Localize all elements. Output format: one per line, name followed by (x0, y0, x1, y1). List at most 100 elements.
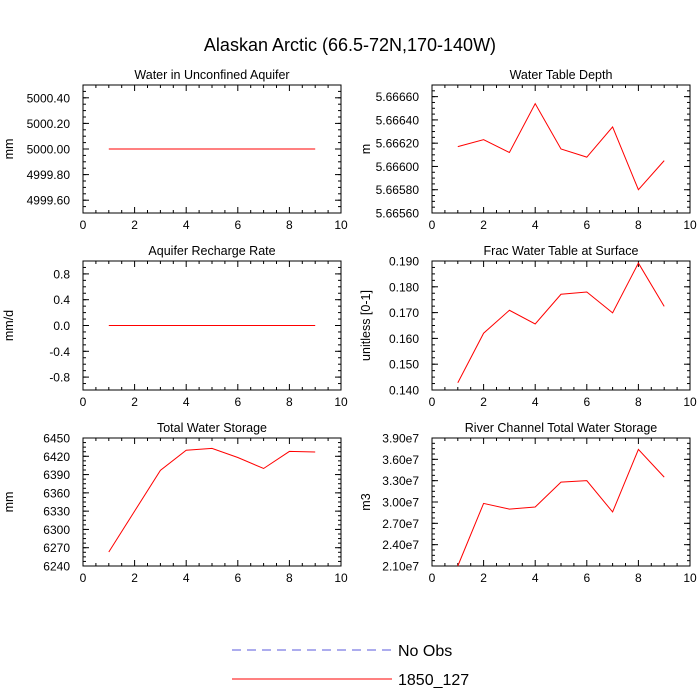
x-tick-label: 10 (683, 571, 697, 585)
y-tick-label: 6240 (43, 560, 70, 574)
panel-water-table-depth: Water Table Depth m 0 2 4 6 8 10 5.66560 5.66580 5… (359, 68, 697, 232)
panels: Water in Unconfined Aquifer mm 0 2 4 6 8 10 4999… (2, 68, 697, 585)
y-tick-label: 5000.00 (27, 143, 71, 157)
y-tick-label: 0.140 (389, 384, 419, 398)
x-tick-label: 2 (131, 395, 138, 409)
panel-title: Water in Unconfined Aquifer (134, 68, 289, 82)
panel-total-water-storage: Total Water Storage mm 0 2 4 6 8 10 6240 6270 6300… (2, 421, 348, 585)
plot-frame (431, 260, 691, 391)
panel-title: Frac Water Table at Surface (484, 244, 639, 258)
x-tick-label: 8 (286, 218, 293, 232)
panel-river-channel-total-water-storage: River Channel Total Water Storage m3 0 2 4 6 8… (359, 421, 697, 585)
x-tick-label: 2 (131, 218, 138, 232)
x-tick-label: 6 (234, 218, 241, 232)
y-tick-label: 0.150 (389, 358, 419, 372)
x-tick-label: 2 (480, 395, 487, 409)
y-tick-label: 5000.40 (27, 91, 71, 105)
x-tick-label: 6 (583, 395, 590, 409)
y-tick-label: 6390 (43, 468, 70, 482)
y-tick-label: 3.00e7 (382, 496, 419, 510)
y-tick-label: -0.8 (49, 371, 70, 385)
figure-title: Alaskan Arctic (66.5-72N,170-140W) (204, 35, 496, 55)
y-tick-label: 4999.60 (27, 194, 71, 208)
y-axis-label: mm (2, 139, 16, 160)
x-tick-label: 8 (635, 218, 642, 232)
y-tick-label: 3.90e7 (382, 432, 419, 446)
y-tick-label: 2.10e7 (382, 560, 419, 574)
panel-title: Aquifer Recharge Rate (148, 244, 275, 258)
legend: No Obs 1850_127 (232, 643, 469, 689)
y-tick-label: 5.66600 (376, 160, 420, 174)
x-tick-label: 10 (683, 395, 697, 409)
y-tick-label: 5.66620 (376, 137, 420, 151)
series-line-1850-127 (457, 448, 665, 567)
y-tick-label: 6450 (43, 432, 70, 446)
y-tick-label: 5000.20 (27, 117, 71, 131)
x-tick-label: 10 (334, 571, 348, 585)
y-tick-label: 5.66640 (376, 113, 420, 127)
x-tick-label: 8 (286, 395, 293, 409)
y-tick-label: 5.66580 (376, 183, 420, 197)
panel-aquifer-recharge-rate: Aquifer Recharge Rate mm/d 0 2 4 6 8 10 -0.8 -0.4… (2, 244, 348, 409)
x-tick-label: 10 (683, 218, 697, 232)
y-tick-label: 0.8 (53, 267, 70, 281)
series-line-1850-127 (457, 262, 665, 384)
x-tick-label: 2 (480, 571, 487, 585)
panel-title: River Channel Total Water Storage (465, 421, 658, 435)
x-tick-label: 2 (480, 218, 487, 232)
x-tick-label: 0 (429, 571, 436, 585)
x-tick-label: 2 (131, 571, 138, 585)
y-axis-label: mm (2, 492, 16, 513)
legend-label-1850-127: 1850_127 (398, 672, 469, 689)
x-tick-label: 6 (234, 571, 241, 585)
panel-frac-water-table-at-surface: Frac Water Table at Surface unitless [0-1… (359, 244, 697, 409)
panel-title: Water Table Depth (510, 68, 613, 82)
x-tick-label: 4 (183, 395, 190, 409)
y-axis-label: mm/d (2, 310, 16, 341)
plot-frame (431, 437, 691, 567)
legend-label-no-obs: No Obs (398, 643, 452, 660)
y-tick-label: 6270 (43, 541, 70, 555)
series-line-1850-127 (108, 447, 316, 553)
y-axis-label: m (359, 144, 373, 154)
plot-frame (82, 437, 342, 567)
y-tick-label: 6360 (43, 486, 70, 500)
panel-title: Total Water Storage (157, 421, 267, 435)
x-tick-label: 6 (234, 395, 241, 409)
y-tick-label: 2.70e7 (382, 517, 419, 531)
x-tick-label: 0 (429, 395, 436, 409)
y-tick-label: -0.4 (49, 345, 70, 359)
y-tick-label: 0.170 (389, 306, 419, 320)
x-tick-label: 6 (583, 571, 590, 585)
series-line-1850-127 (457, 102, 665, 191)
y-tick-label: 4999.80 (27, 168, 71, 182)
x-tick-label: 0 (80, 571, 87, 585)
y-tick-label: 5.66660 (376, 90, 420, 104)
x-tick-label: 0 (80, 395, 87, 409)
y-tick-label: 2.40e7 (382, 538, 419, 552)
x-tick-label: 4 (532, 395, 539, 409)
y-tick-label: 6330 (43, 505, 70, 519)
x-tick-label: 10 (334, 395, 348, 409)
x-tick-label: 10 (334, 218, 348, 232)
y-tick-label: 0.0 (53, 319, 70, 333)
x-tick-label: 8 (635, 395, 642, 409)
x-tick-label: 4 (183, 571, 190, 585)
y-axis-label: m3 (359, 493, 373, 510)
y-tick-label: 3.30e7 (382, 474, 419, 488)
y-axis-label: unitless [0-1] (359, 290, 373, 361)
y-tick-label: 0.190 (389, 255, 419, 269)
x-tick-label: 8 (635, 571, 642, 585)
x-tick-label: 0 (429, 218, 436, 232)
y-tick-label: 0.160 (389, 332, 419, 346)
x-tick-label: 4 (532, 218, 539, 232)
x-tick-label: 8 (286, 571, 293, 585)
y-tick-label: 6300 (43, 523, 70, 537)
y-tick-label: 3.60e7 (382, 453, 419, 467)
y-tick-label: 0.4 (53, 293, 70, 307)
panel-water-in-unconfined-aquifer: Water in Unconfined Aquifer mm 0 2 4 6 8 10 4999… (2, 68, 348, 232)
x-tick-label: 0 (80, 218, 87, 232)
x-tick-label: 4 (532, 571, 539, 585)
y-tick-label: 0.180 (389, 280, 419, 294)
